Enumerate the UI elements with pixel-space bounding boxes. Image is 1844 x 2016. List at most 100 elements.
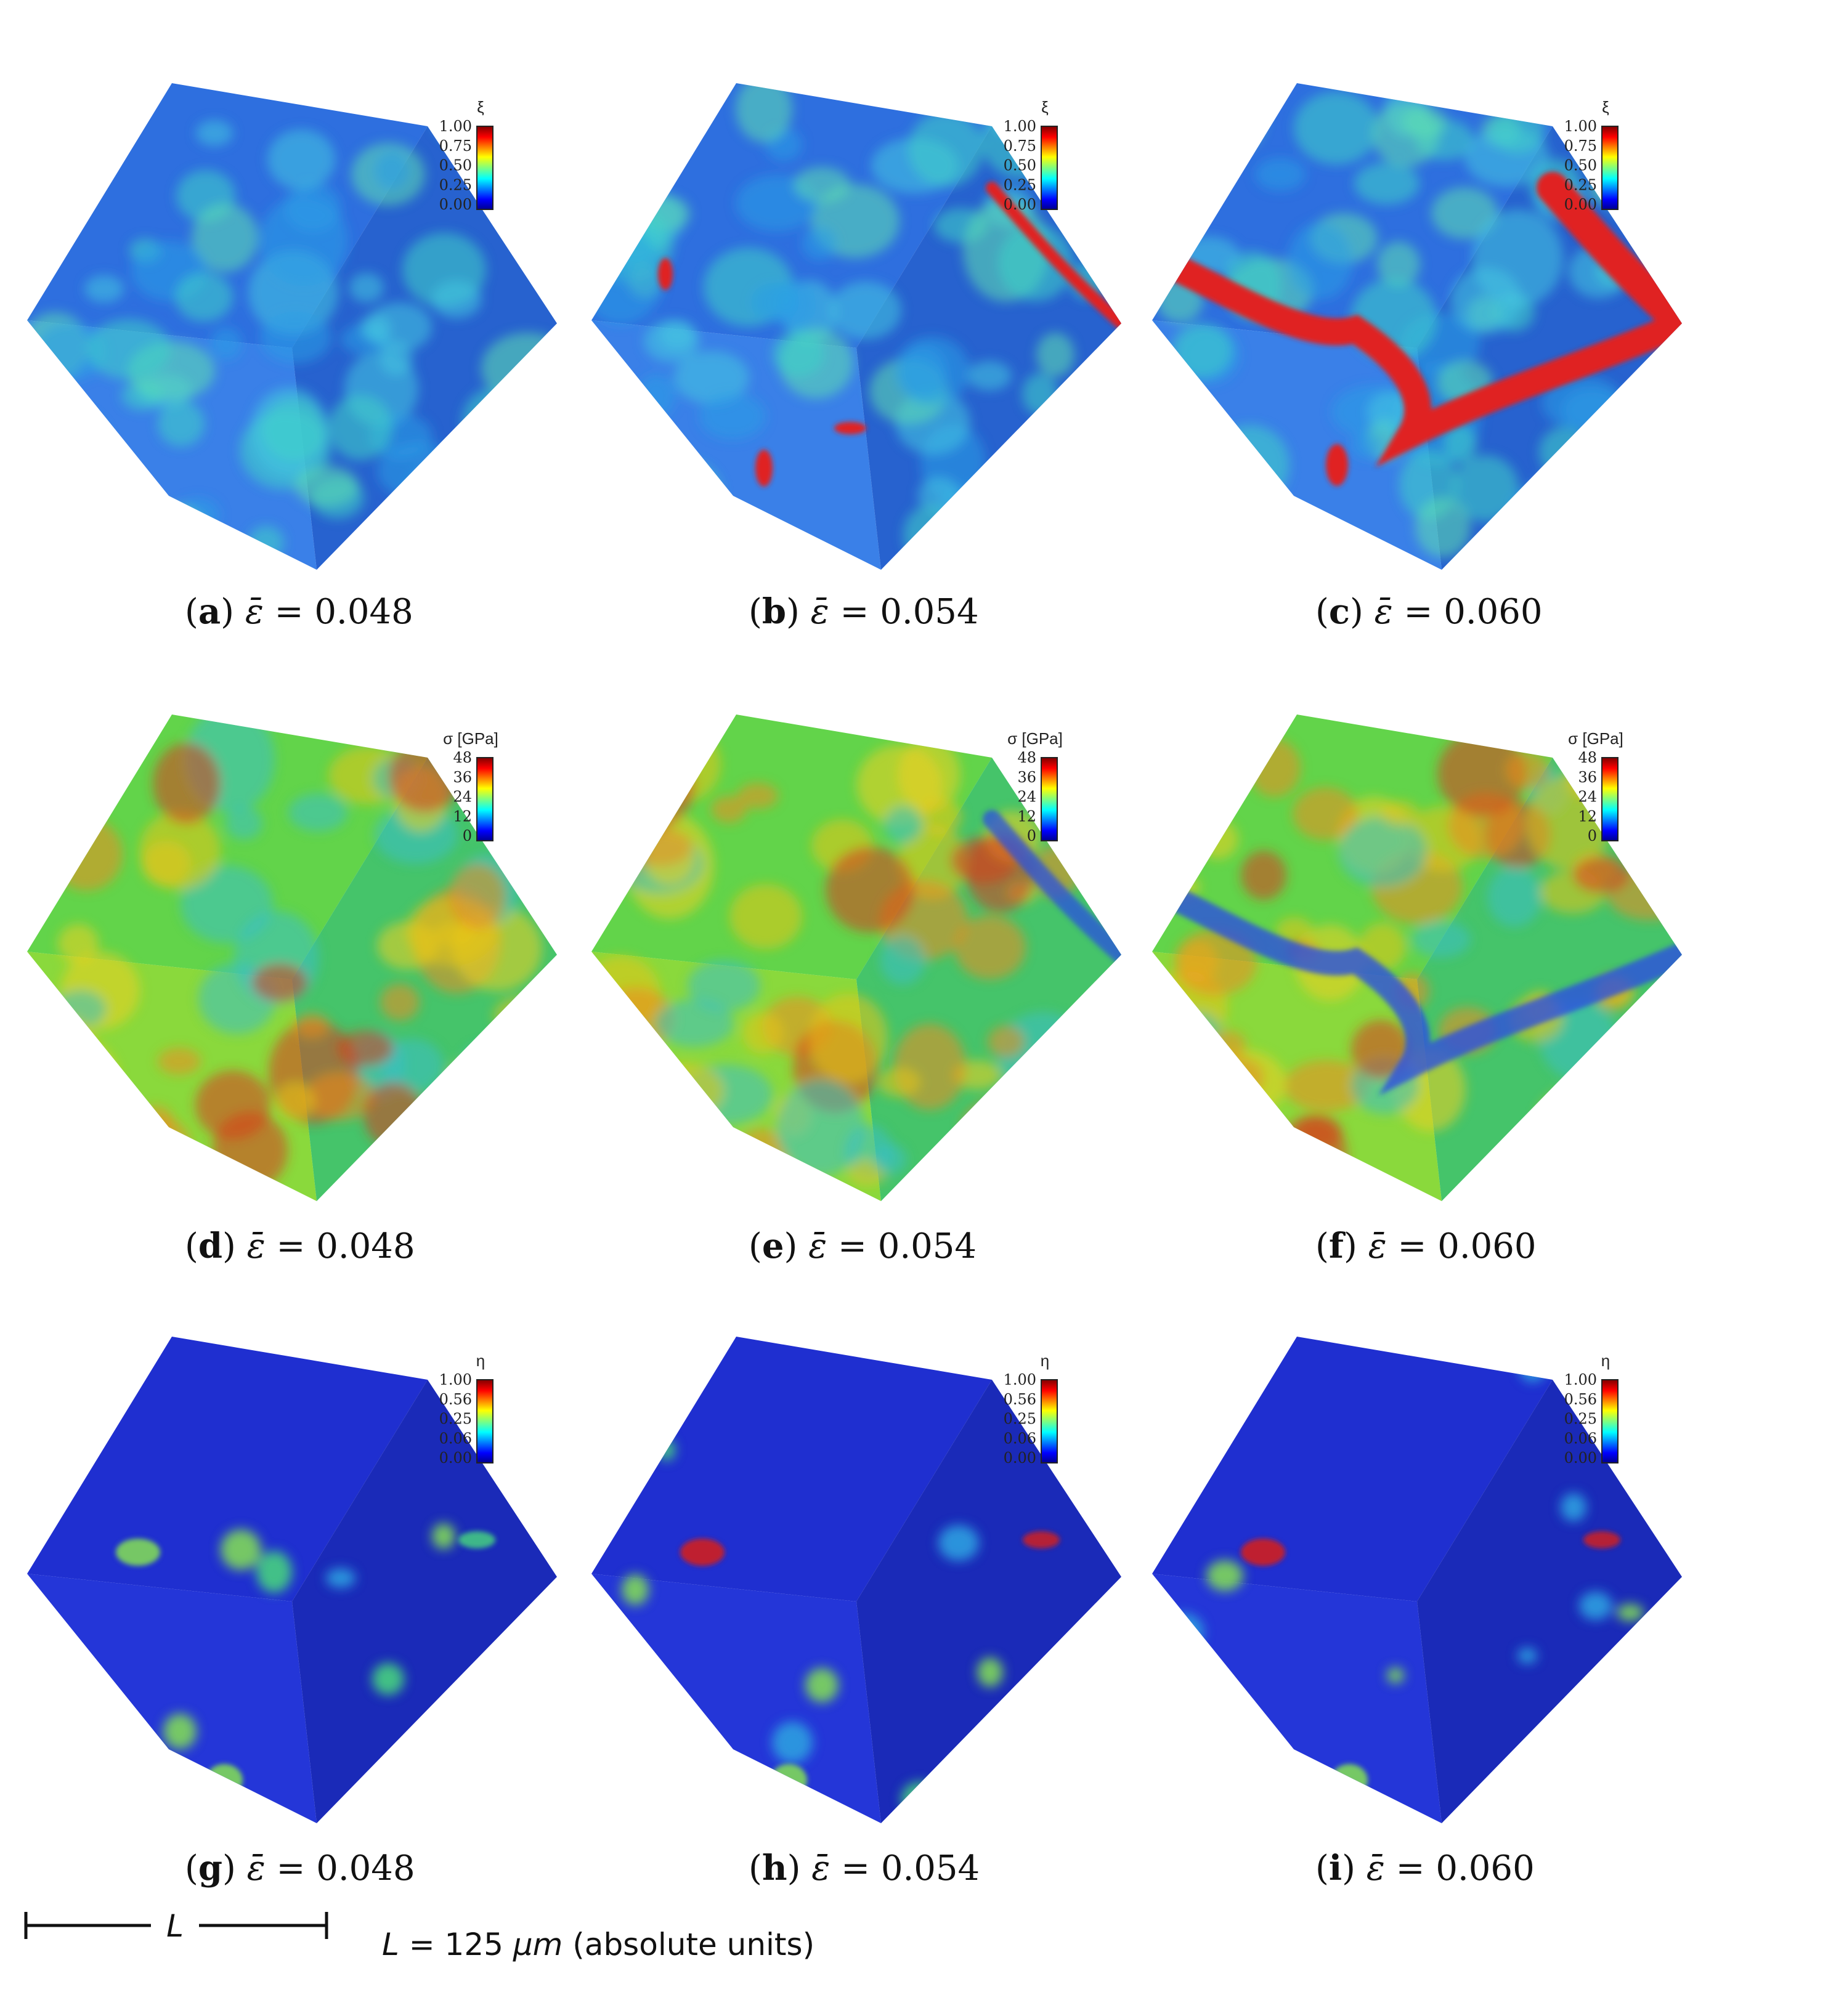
cube-render xyxy=(591,715,1121,1201)
colorbar-tick-label: 48 xyxy=(1578,749,1597,766)
colorbar-tick-label: 0.25 xyxy=(1564,176,1597,193)
panel-b: ξ 1.00 0.75 0.50 0.25 0.00 xyxy=(591,83,1121,570)
cube-face-left xyxy=(1152,1574,1442,1823)
cube-face-top xyxy=(27,715,428,979)
strain-value: 0.048 xyxy=(314,592,413,632)
panel-caption-a: (a) ε̄ = 0.048 xyxy=(185,591,413,632)
colorbar-tick-label: 0.75 xyxy=(1004,137,1036,155)
panel-label: (c) xyxy=(1315,591,1375,632)
colorbar-tick-label: 0 xyxy=(1027,827,1036,844)
colorbar-title: ξ xyxy=(1602,98,1609,116)
colorbar: σ [GPa]48 36 24 12 0 xyxy=(443,729,498,844)
strain-symbol: ε̄ = xyxy=(1368,1226,1438,1266)
cube-face-right xyxy=(1417,1380,1682,1823)
strain-value: 0.054 xyxy=(880,1848,980,1888)
panel-f: σ [GPa]48 36 24 12 0 xyxy=(1152,715,1682,1201)
strain-symbol: ε̄ = xyxy=(811,1848,881,1888)
colorbar-tick-label: 36 xyxy=(1017,769,1036,786)
panel-a: ξ 1.00 0.75 0.50 0.25 0.00 xyxy=(27,83,557,570)
colorbar-tick-label: 1.00 xyxy=(1564,118,1597,135)
colorbar-tick-label: 0.25 xyxy=(439,176,472,193)
cube-render xyxy=(1152,1337,1682,1823)
colorbar-tick-label: 1.00 xyxy=(1564,1371,1597,1388)
panel-caption-b: (b) ε̄ = 0.054 xyxy=(749,591,979,632)
colorbar-title: η xyxy=(1041,1351,1049,1370)
strain-symbol: ε̄ = xyxy=(810,592,880,632)
strain-symbol: ε̄ = xyxy=(246,1848,317,1888)
colorbar: σ [GPa]48 36 24 12 0 xyxy=(1007,729,1063,844)
panel-caption-c: (c) ε̄ = 0.060 xyxy=(1315,591,1543,632)
colorbar-tick-label: 0.06 xyxy=(1004,1430,1036,1447)
strain-value: 0.054 xyxy=(877,1226,977,1266)
colorbar-gradient xyxy=(1601,126,1619,210)
colorbar-title: ξ xyxy=(1041,98,1049,116)
colorbar-tick-label: 1.00 xyxy=(439,118,472,135)
panel-label: (a) xyxy=(185,591,245,632)
colorbar-gradient xyxy=(476,1379,493,1463)
colorbar-tick-label: 36 xyxy=(453,769,472,786)
panel-e: σ [GPa]48 36 24 12 0 xyxy=(591,715,1121,1201)
colorbar-tick-label: 0.25 xyxy=(1004,176,1036,193)
panel-label: (i) xyxy=(1315,1848,1367,1888)
cube-face-right xyxy=(856,1380,1121,1823)
colorbar-tick-label: 0.50 xyxy=(1004,157,1036,174)
colorbar-gradient xyxy=(476,757,493,841)
panel-caption-h: (h) ε̄ = 0.054 xyxy=(749,1848,980,1888)
colorbar: ξ 1.00 0.75 0.50 0.25 0.00 xyxy=(1564,98,1619,213)
colorbar-title: σ [GPa] xyxy=(1568,729,1623,748)
strain-value: 0.048 xyxy=(316,1848,415,1888)
colorbar-tick-label: 0.75 xyxy=(1564,137,1597,155)
colorbar-tick-label: 1.00 xyxy=(439,1371,472,1388)
colorbar-tick-label: 24 xyxy=(453,788,472,806)
colorbar-tick-label: 0 xyxy=(463,827,472,844)
colorbar-tick-label: 1.00 xyxy=(1004,1371,1036,1388)
colorbar-tick-label: 12 xyxy=(453,808,472,825)
cube-render xyxy=(27,1337,557,1823)
damage-regions xyxy=(983,810,1121,964)
cube-face-top xyxy=(591,1337,992,1601)
panel-caption-e: (e) ε̄ = 0.054 xyxy=(749,1226,977,1266)
damage-regions xyxy=(1164,887,1682,1096)
damage-regions xyxy=(658,182,1121,487)
cube-face-left xyxy=(27,320,317,570)
strain-symbol: ε̄ = xyxy=(1374,592,1444,632)
panel-label: (e) xyxy=(749,1226,809,1266)
panel-g: η1.00 0.56 0.25 0.06 0.00 xyxy=(27,1337,557,1823)
strain-symbol: ε̄ = xyxy=(808,1226,878,1266)
colorbar-tick-label: 12 xyxy=(1017,808,1036,825)
scale-bar-caption: L = 125 μm (absolute units) xyxy=(382,1927,814,1962)
colorbar-gradient xyxy=(1601,757,1619,841)
colorbar-tick-label: 48 xyxy=(453,749,472,766)
panel-label: (h) xyxy=(749,1848,812,1888)
scale-value: = 125 xyxy=(399,1927,513,1962)
colorbar-tick-label: 12 xyxy=(1578,808,1597,825)
colorbar-title: σ [GPa] xyxy=(443,729,498,748)
colorbar-tick-label: 0.06 xyxy=(439,1430,472,1447)
colorbar-gradient xyxy=(1041,1379,1058,1463)
panel-caption-g: (g) ε̄ = 0.048 xyxy=(185,1848,415,1888)
colorbar-tick-label: 0.75 xyxy=(439,137,472,155)
panel-caption-f: (f) ε̄ = 0.060 xyxy=(1315,1226,1537,1266)
cube-render xyxy=(27,715,557,1201)
colorbar-tick-label: 0.00 xyxy=(1004,1449,1036,1467)
colorbar-tick-label: 0.06 xyxy=(1564,1430,1597,1447)
colorbar-title: ξ xyxy=(477,98,484,116)
strain-value: 0.060 xyxy=(1437,1226,1537,1266)
colorbar-title: η xyxy=(1601,1351,1610,1370)
colorbar-tick-label: 0.25 xyxy=(1564,1411,1597,1428)
colorbar-title: σ [GPa] xyxy=(1007,729,1063,748)
damage-regions xyxy=(1163,172,1682,486)
strain-value: 0.054 xyxy=(880,592,979,632)
colorbar: η1.00 0.56 0.25 0.06 0.00 xyxy=(1564,1351,1619,1467)
colorbar-tick-label: 0.56 xyxy=(1564,1391,1597,1408)
cube-face-top xyxy=(1152,1337,1553,1601)
cube-render xyxy=(591,83,1121,570)
colorbar-tick-label: 0.00 xyxy=(1004,196,1036,213)
colorbar-tick-label: 0.00 xyxy=(1564,196,1597,213)
strain-value: 0.048 xyxy=(316,1226,415,1266)
strain-value: 0.060 xyxy=(1436,1848,1535,1888)
colorbar-gradient xyxy=(476,126,493,210)
strain-value: 0.060 xyxy=(1444,592,1543,632)
colorbar-tick-label: 0.50 xyxy=(1564,157,1597,174)
